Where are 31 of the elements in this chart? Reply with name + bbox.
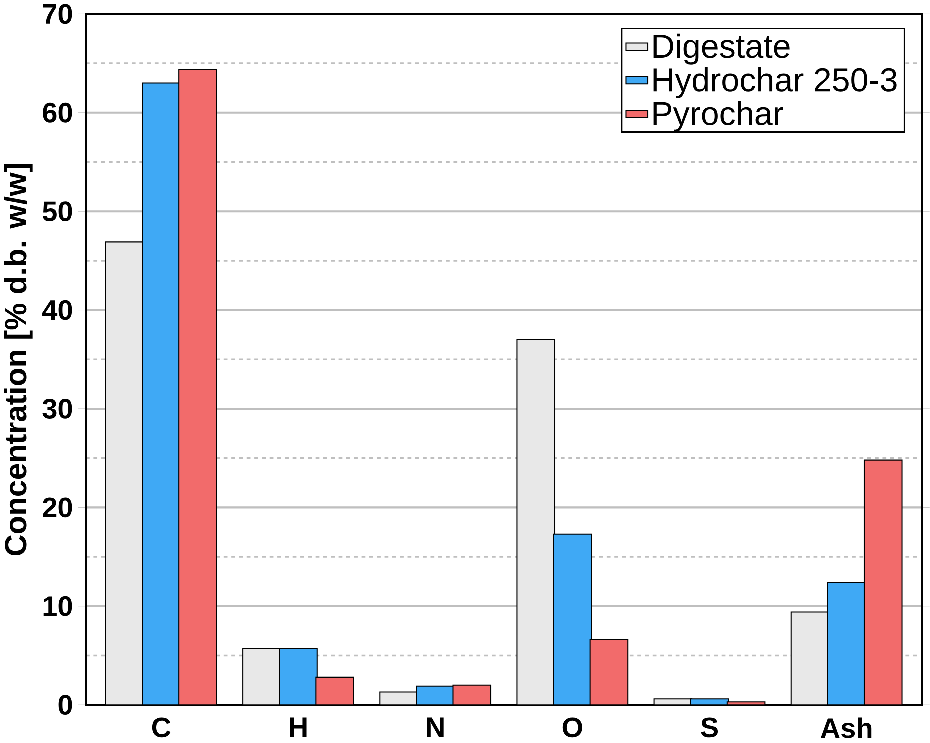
bar: [517, 340, 555, 706]
bar: [864, 460, 903, 706]
y-tick-label: 30: [42, 399, 72, 420]
legend-label: Pyrochar: [654, 101, 784, 132]
legend-label: Digestate: [654, 34, 790, 66]
y-tick-label: 70: [43, 4, 72, 24]
y-axis-title: Concentration [% d.b. w/w]: [4, 164, 33, 556]
y-tick-label: 40: [42, 300, 72, 320]
x-tick-label: H: [290, 718, 307, 738]
x-tick-label: C: [152, 718, 171, 738]
y-tick-label: 20: [43, 498, 72, 518]
bar: [790, 612, 830, 706]
y-tick-label: 60: [43, 103, 72, 124]
legend-label: Hydrochar 250-3: [654, 68, 897, 99]
bar: [827, 582, 866, 706]
bar: [590, 640, 628, 706]
x-tick-label: S: [701, 718, 718, 738]
bar: [106, 242, 144, 706]
x-tick-label: N: [427, 718, 444, 738]
y-tick-label: 0: [58, 695, 72, 716]
bar: [554, 534, 592, 706]
bar: [243, 648, 281, 706]
y-tick-label: 10: [44, 596, 72, 616]
x-tick-label: Ash: [820, 718, 872, 739]
y-tick-label: 50: [42, 202, 72, 222]
x-tick-label: O: [562, 718, 582, 738]
bar: [179, 70, 217, 706]
bar: [142, 83, 180, 706]
bar: [453, 686, 492, 706]
bar: [316, 678, 354, 706]
bar: [280, 648, 318, 706]
